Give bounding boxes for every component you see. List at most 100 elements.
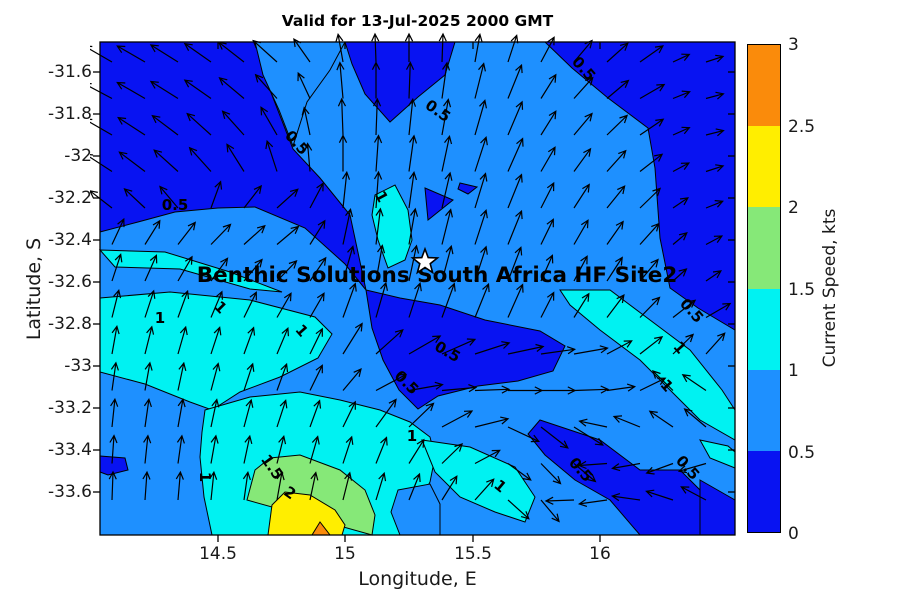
quiver-arrow — [639, 222, 660, 245]
contour-level-label: 1 — [155, 309, 165, 327]
quiver-arrow — [408, 171, 418, 209]
quiver-arrow — [143, 434, 152, 464]
quiver-arrow — [342, 471, 353, 501]
quiver-arrow — [111, 253, 123, 282]
quiver-arrow — [474, 62, 486, 99]
quiver-arrow — [507, 283, 524, 318]
quiver-arrow — [606, 42, 629, 63]
quiver-arrow — [159, 185, 179, 209]
quiver-arrow — [177, 255, 193, 282]
contour-region-mid — [390, 483, 441, 536]
colorbar-tick-label: 2.5 — [788, 116, 816, 137]
colorbar-tick-label: 0.5 — [788, 442, 816, 463]
quiver-arrow — [540, 73, 557, 99]
quiver-arrow — [297, 71, 311, 99]
contour-region-deep — [365, 289, 566, 410]
quiver-arrow — [573, 426, 604, 446]
quiver-arrow — [243, 184, 263, 209]
colorbar-segment-yellow — [748, 126, 780, 208]
quiver-arrow — [474, 172, 488, 209]
quiver-arrow — [474, 33, 483, 63]
quiver-arrow — [375, 244, 386, 282]
quiver-arrow — [474, 99, 487, 136]
quiver-arrow — [639, 258, 659, 282]
quiver-arrow — [705, 91, 725, 100]
quiver-arrow — [507, 426, 541, 443]
quiver-arrow — [371, 32, 380, 63]
quiver-arrow — [540, 346, 577, 355]
quiver-arrow — [342, 282, 357, 318]
quiver-arrow — [408, 282, 422, 318]
quiver-arrow — [705, 332, 726, 355]
quiver-arrow — [226, 143, 245, 172]
y-tick-label: -32.2 — [48, 188, 92, 208]
quiver-arrow — [573, 76, 594, 99]
quiver-arrow — [116, 81, 146, 100]
quiver-arrow — [117, 116, 146, 136]
quiver-arrow — [276, 362, 289, 391]
quiver-arrow — [210, 362, 221, 391]
quiver-arrow — [373, 170, 383, 209]
quiver-arrow — [639, 153, 664, 172]
quiver-arrow — [221, 110, 245, 136]
contour-region-deep — [424, 187, 454, 221]
quiver-arrow — [441, 171, 453, 209]
quiver-arrow — [149, 80, 179, 100]
quiver-arrow — [210, 180, 223, 209]
quiver-arrow — [123, 187, 146, 209]
quiver-arrow — [309, 219, 326, 245]
quiver-arrow — [705, 54, 725, 63]
quiver-arrow — [540, 499, 560, 523]
y-tick-label: -33.4 — [48, 440, 92, 460]
quiver-arrow — [540, 110, 557, 136]
quiver-arrow — [276, 399, 288, 428]
quiver-arrow — [474, 449, 501, 465]
quiver-arrow — [372, 97, 382, 136]
quiver-arrow — [474, 136, 488, 172]
quiver-arrow — [507, 137, 524, 172]
contour-region-deep — [344, 41, 456, 123]
quiver-arrow — [177, 361, 187, 391]
quiver-arrow — [474, 209, 488, 245]
quiver-arrow — [540, 463, 562, 485]
quiver-arrow — [540, 218, 554, 245]
quiver-arrow — [672, 162, 691, 173]
quiver-arrow — [507, 100, 524, 136]
quiver-arrow — [408, 134, 418, 172]
plot-frame — [99, 41, 736, 536]
quiver-arrow — [507, 499, 530, 520]
quiver-arrow — [672, 268, 688, 282]
quiver-arrow — [143, 397, 152, 428]
quiver-arrow — [441, 475, 458, 501]
quiver-arrow — [210, 434, 219, 464]
quiver-arrow — [680, 486, 707, 501]
quiver-arrow — [118, 151, 146, 172]
quiver-arrow — [260, 106, 278, 136]
quiver-arrow — [375, 207, 384, 245]
quiver-arrow — [183, 42, 212, 63]
quiver-arrow — [210, 326, 222, 355]
quiver-arrow — [639, 187, 662, 209]
quiver-arrow — [408, 402, 435, 428]
contour-region-cyan — [421, 439, 536, 523]
quiver-arrow — [507, 463, 532, 481]
quiver-arrow — [507, 343, 545, 355]
quiver-arrow — [441, 134, 453, 172]
quiver-arrow — [242, 470, 251, 501]
y-tick-label: -32.6 — [48, 272, 92, 292]
quiver-arrow — [309, 256, 327, 282]
contour-level-label: 1 — [196, 472, 214, 482]
map-plot-area: 0.5 0.5 0.5 0.5 1 1 1 1 0.5 0.5 1 1 1.5 2 0.5 1 1 0.5 0.5 1… — [82, 32, 745, 545]
quiver-arrow — [441, 282, 456, 318]
quiver-arrow — [573, 385, 610, 394]
colorbar — [747, 44, 781, 533]
quiver-arrow — [573, 292, 590, 318]
y-tick-label: -31.6 — [48, 62, 92, 82]
quiver-arrow — [175, 470, 184, 501]
quiver-arrow — [578, 418, 608, 428]
colorbar-segment-cyan — [748, 288, 780, 371]
quiver-arrow — [309, 399, 322, 428]
quiver-arrow — [639, 83, 666, 100]
